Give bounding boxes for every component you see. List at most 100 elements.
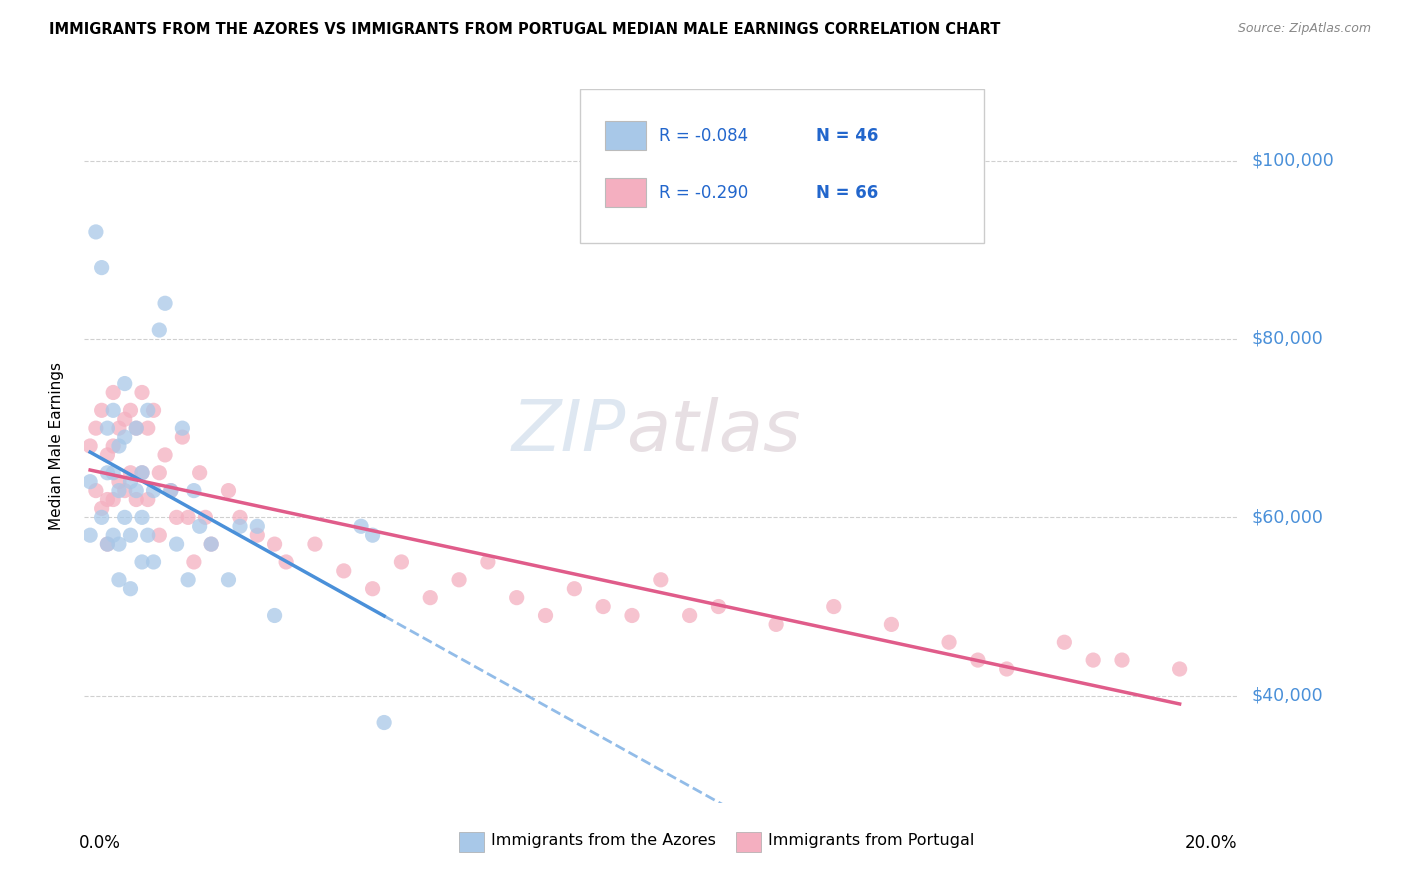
Point: [114, 483, 136, 498]
Text: N = 66: N = 66: [817, 184, 879, 202]
Point: [246, 528, 269, 542]
Text: Immigrants from Portugal: Immigrants from Portugal: [768, 833, 974, 848]
Point: [136, 528, 159, 542]
Point: [153, 448, 176, 462]
Text: R = -0.290: R = -0.290: [658, 184, 748, 202]
Point: [534, 608, 557, 623]
Point: [103, 528, 124, 542]
Text: $40,000: $40,000: [1251, 687, 1323, 705]
Point: [276, 555, 298, 569]
Point: [160, 483, 183, 498]
Point: [350, 519, 373, 533]
Point: [120, 403, 142, 417]
Point: [218, 573, 240, 587]
Point: [246, 519, 269, 533]
Point: [183, 555, 205, 569]
Point: [177, 573, 200, 587]
Point: [172, 430, 194, 444]
Point: [108, 483, 131, 498]
FancyBboxPatch shape: [606, 178, 645, 207]
Point: [108, 439, 131, 453]
Point: [506, 591, 529, 605]
Point: [361, 528, 384, 542]
Point: [200, 537, 222, 551]
Point: [229, 519, 252, 533]
Point: [103, 492, 124, 507]
Point: [304, 537, 326, 551]
Point: [108, 573, 131, 587]
Text: 20.0%: 20.0%: [1185, 834, 1237, 852]
Text: ZIP: ZIP: [512, 397, 626, 467]
Point: [90, 501, 112, 516]
Point: [125, 421, 148, 435]
Point: [166, 510, 188, 524]
Point: [103, 466, 124, 480]
Point: [333, 564, 356, 578]
Point: [114, 412, 136, 426]
Point: [373, 715, 395, 730]
Point: [114, 376, 136, 391]
Point: [391, 555, 413, 569]
Point: [96, 537, 118, 551]
Point: [564, 582, 586, 596]
Point: [125, 492, 148, 507]
Point: [218, 483, 240, 498]
Point: [79, 528, 101, 542]
Point: [200, 537, 222, 551]
Point: [1053, 635, 1076, 649]
Point: [160, 483, 183, 498]
Point: [765, 617, 787, 632]
Point: [108, 475, 131, 489]
Point: [263, 608, 285, 623]
Point: [90, 510, 112, 524]
Point: [148, 466, 170, 480]
Point: [96, 537, 118, 551]
Text: $60,000: $60,000: [1251, 508, 1323, 526]
Point: [449, 573, 471, 587]
Point: [84, 225, 107, 239]
Text: atlas: atlas: [626, 397, 801, 467]
Point: [650, 573, 672, 587]
Point: [136, 403, 159, 417]
Point: [1168, 662, 1191, 676]
Point: [108, 421, 131, 435]
Point: [194, 510, 217, 524]
Text: Source: ZipAtlas.com: Source: ZipAtlas.com: [1237, 22, 1371, 36]
Point: [114, 510, 136, 524]
Point: [103, 403, 124, 417]
Point: [142, 555, 165, 569]
Point: [131, 555, 153, 569]
Point: [90, 403, 112, 417]
Point: [361, 582, 384, 596]
Point: [967, 653, 990, 667]
Point: [229, 510, 252, 524]
Point: [96, 421, 118, 435]
Point: [707, 599, 730, 614]
Point: [125, 483, 148, 498]
Point: [938, 635, 960, 649]
Point: [79, 475, 101, 489]
Point: [142, 403, 165, 417]
Point: [79, 439, 101, 453]
Text: R = -0.084: R = -0.084: [658, 127, 748, 145]
Point: [621, 608, 644, 623]
Point: [1111, 653, 1133, 667]
Point: [419, 591, 441, 605]
Point: [131, 466, 153, 480]
Point: [880, 617, 903, 632]
Point: [679, 608, 702, 623]
Point: [183, 483, 205, 498]
Point: [103, 439, 124, 453]
Point: [103, 385, 124, 400]
Point: [131, 466, 153, 480]
Point: [90, 260, 112, 275]
Point: [108, 537, 131, 551]
FancyBboxPatch shape: [460, 832, 485, 852]
Point: [177, 510, 200, 524]
Point: [84, 421, 107, 435]
Point: [166, 537, 188, 551]
Text: $80,000: $80,000: [1251, 330, 1323, 348]
Text: Immigrants from the Azores: Immigrants from the Azores: [491, 833, 716, 848]
Point: [96, 492, 118, 507]
Point: [823, 599, 845, 614]
